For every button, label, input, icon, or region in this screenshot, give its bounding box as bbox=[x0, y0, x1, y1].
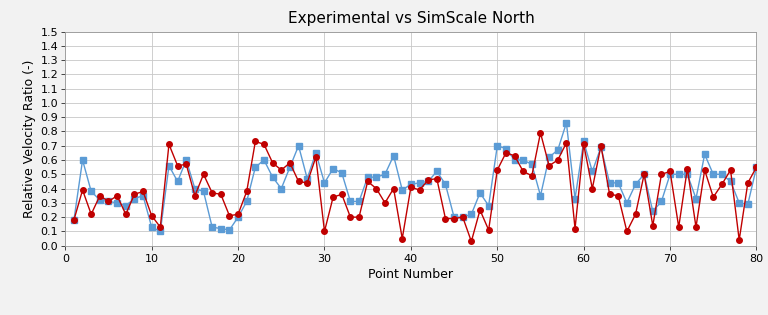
N Experimental bbox=[545, 155, 554, 159]
N Experimental bbox=[561, 121, 571, 125]
N Experimental bbox=[380, 172, 389, 176]
N SimScale bbox=[691, 225, 700, 229]
Y-axis label: Relative Velocity Ratio (-): Relative Velocity Ratio (-) bbox=[23, 60, 36, 218]
N Experimental bbox=[156, 230, 165, 233]
N Experimental bbox=[484, 204, 493, 208]
N Experimental bbox=[493, 144, 502, 148]
N SimScale bbox=[536, 131, 545, 135]
Line: N SimScale: N SimScale bbox=[71, 130, 760, 244]
N SimScale bbox=[467, 239, 476, 243]
N SimScale bbox=[553, 158, 562, 162]
N Experimental bbox=[691, 197, 700, 200]
N SimScale bbox=[518, 169, 528, 173]
X-axis label: Point Number: Point Number bbox=[369, 268, 453, 281]
N SimScale bbox=[752, 165, 761, 169]
N SimScale bbox=[484, 228, 493, 232]
N SimScale bbox=[372, 187, 381, 191]
N Experimental bbox=[752, 165, 761, 169]
N SimScale bbox=[69, 218, 78, 222]
N SimScale bbox=[493, 168, 502, 172]
N Experimental bbox=[69, 218, 78, 222]
Title: Experimental vs SimScale North: Experimental vs SimScale North bbox=[287, 11, 535, 26]
N Experimental bbox=[518, 158, 528, 162]
Line: N Experimental: N Experimental bbox=[71, 120, 760, 234]
